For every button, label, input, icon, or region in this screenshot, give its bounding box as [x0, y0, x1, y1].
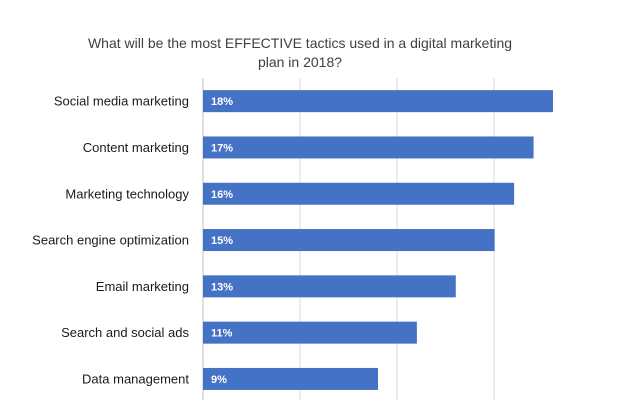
chart-title-line-2: plan in 2018? [257, 54, 343, 70]
bar [203, 182, 515, 205]
bar [203, 229, 495, 252]
bar [203, 367, 378, 390]
bar [203, 321, 417, 344]
data-label: 15% [211, 235, 233, 247]
category-label: Data management [82, 371, 189, 386]
category-label: Email marketing [96, 279, 189, 294]
data-label: 9% [211, 374, 227, 386]
category-label: Search engine optimization [32, 233, 189, 248]
data-label: 11% [211, 328, 233, 340]
data-label: 16% [211, 189, 233, 201]
category-label: Social media marketing [54, 94, 189, 109]
chart-title: What will be the most EFFECTIVE tactics … [0, 34, 600, 72]
bar [203, 136, 534, 159]
category-label: Search and social ads [61, 325, 189, 340]
data-label: 13% [211, 281, 233, 293]
chart-title-line-1: What will be the most EFFECTIVE tactics … [87, 35, 513, 51]
bar [203, 275, 456, 298]
category-label: Content marketing [83, 140, 189, 155]
data-label: 17% [211, 142, 233, 154]
data-label: 18% [211, 96, 233, 108]
bar [203, 90, 553, 113]
bars: Social media marketing 18% Content marketi… [32, 90, 553, 390]
category-label: Marketing technology [65, 186, 189, 201]
